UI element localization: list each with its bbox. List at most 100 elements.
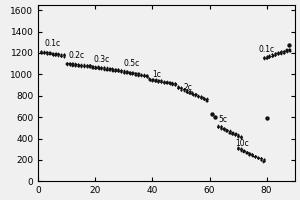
Point: [182, 89, 186, 92]
Point: [53, 52, 58, 55]
Point: [161, 81, 166, 84]
Point: [239, 135, 244, 138]
Point: [181, 87, 186, 90]
Point: [270, 54, 275, 57]
Point: [199, 96, 204, 99]
Point: [116, 70, 121, 73]
Point: [53, 53, 58, 56]
Point: [127, 72, 132, 76]
Point: [261, 57, 266, 60]
Point: [99, 66, 103, 69]
Point: [96, 65, 100, 68]
Point: [138, 73, 143, 77]
Point: [216, 126, 220, 129]
Point: [118, 70, 123, 73]
Point: [227, 131, 232, 134]
Point: [193, 92, 198, 95]
Point: [250, 153, 255, 156]
Point: [276, 51, 280, 54]
Point: [193, 94, 198, 97]
Point: [64, 62, 69, 65]
Point: [227, 129, 232, 132]
Point: [139, 73, 144, 77]
Point: [38, 51, 43, 54]
Point: [238, 134, 243, 137]
Point: [238, 148, 243, 151]
Point: [273, 51, 278, 55]
Point: [236, 147, 241, 150]
Point: [110, 67, 115, 70]
Point: [230, 132, 235, 135]
Point: [50, 53, 55, 57]
Point: [164, 81, 169, 84]
Point: [227, 131, 232, 134]
Point: [253, 154, 258, 158]
Point: [59, 54, 64, 57]
Point: [284, 50, 289, 53]
Point: [264, 55, 269, 58]
Point: [190, 92, 195, 95]
Point: [201, 96, 206, 99]
Point: [287, 48, 292, 51]
Point: [61, 55, 66, 58]
Point: [39, 50, 44, 53]
Point: [139, 74, 143, 77]
Point: [84, 64, 89, 67]
Point: [118, 71, 123, 74]
Point: [47, 52, 52, 55]
Point: [153, 79, 158, 83]
Point: [70, 63, 75, 66]
Point: [116, 67, 120, 71]
Point: [93, 67, 98, 70]
Point: [190, 93, 195, 96]
Point: [278, 50, 283, 53]
Point: [164, 80, 169, 83]
Point: [116, 68, 121, 71]
Point: [70, 62, 75, 65]
Point: [42, 51, 46, 54]
Point: [287, 49, 292, 52]
Point: [287, 49, 292, 52]
Point: [158, 80, 163, 83]
Point: [216, 126, 221, 129]
Point: [122, 70, 126, 73]
Point: [222, 126, 226, 129]
Point: [224, 128, 229, 132]
Point: [179, 86, 184, 89]
Point: [156, 79, 161, 82]
Point: [88, 64, 92, 67]
Point: [202, 97, 206, 100]
Point: [261, 57, 266, 60]
Point: [150, 78, 154, 82]
Point: [68, 63, 72, 66]
Point: [215, 124, 220, 127]
Point: [256, 155, 261, 159]
Point: [184, 90, 189, 94]
Point: [230, 131, 235, 134]
Point: [281, 50, 286, 53]
Point: [142, 73, 146, 76]
Point: [50, 52, 55, 55]
Point: [276, 52, 280, 55]
Point: [82, 64, 87, 67]
Point: [90, 64, 95, 68]
Point: [39, 51, 44, 55]
Point: [61, 54, 66, 57]
Point: [44, 50, 49, 53]
Point: [162, 79, 167, 82]
Point: [233, 132, 238, 136]
Point: [232, 132, 237, 135]
Point: [50, 52, 55, 55]
Point: [147, 78, 152, 81]
Point: [239, 147, 244, 150]
Point: [161, 80, 166, 83]
Point: [113, 69, 118, 72]
Point: [170, 83, 175, 86]
Point: [227, 131, 232, 134]
Point: [193, 93, 198, 96]
Point: [122, 69, 126, 72]
Point: [176, 87, 180, 90]
Point: [84, 63, 89, 67]
Point: [170, 83, 175, 86]
Point: [278, 51, 283, 54]
